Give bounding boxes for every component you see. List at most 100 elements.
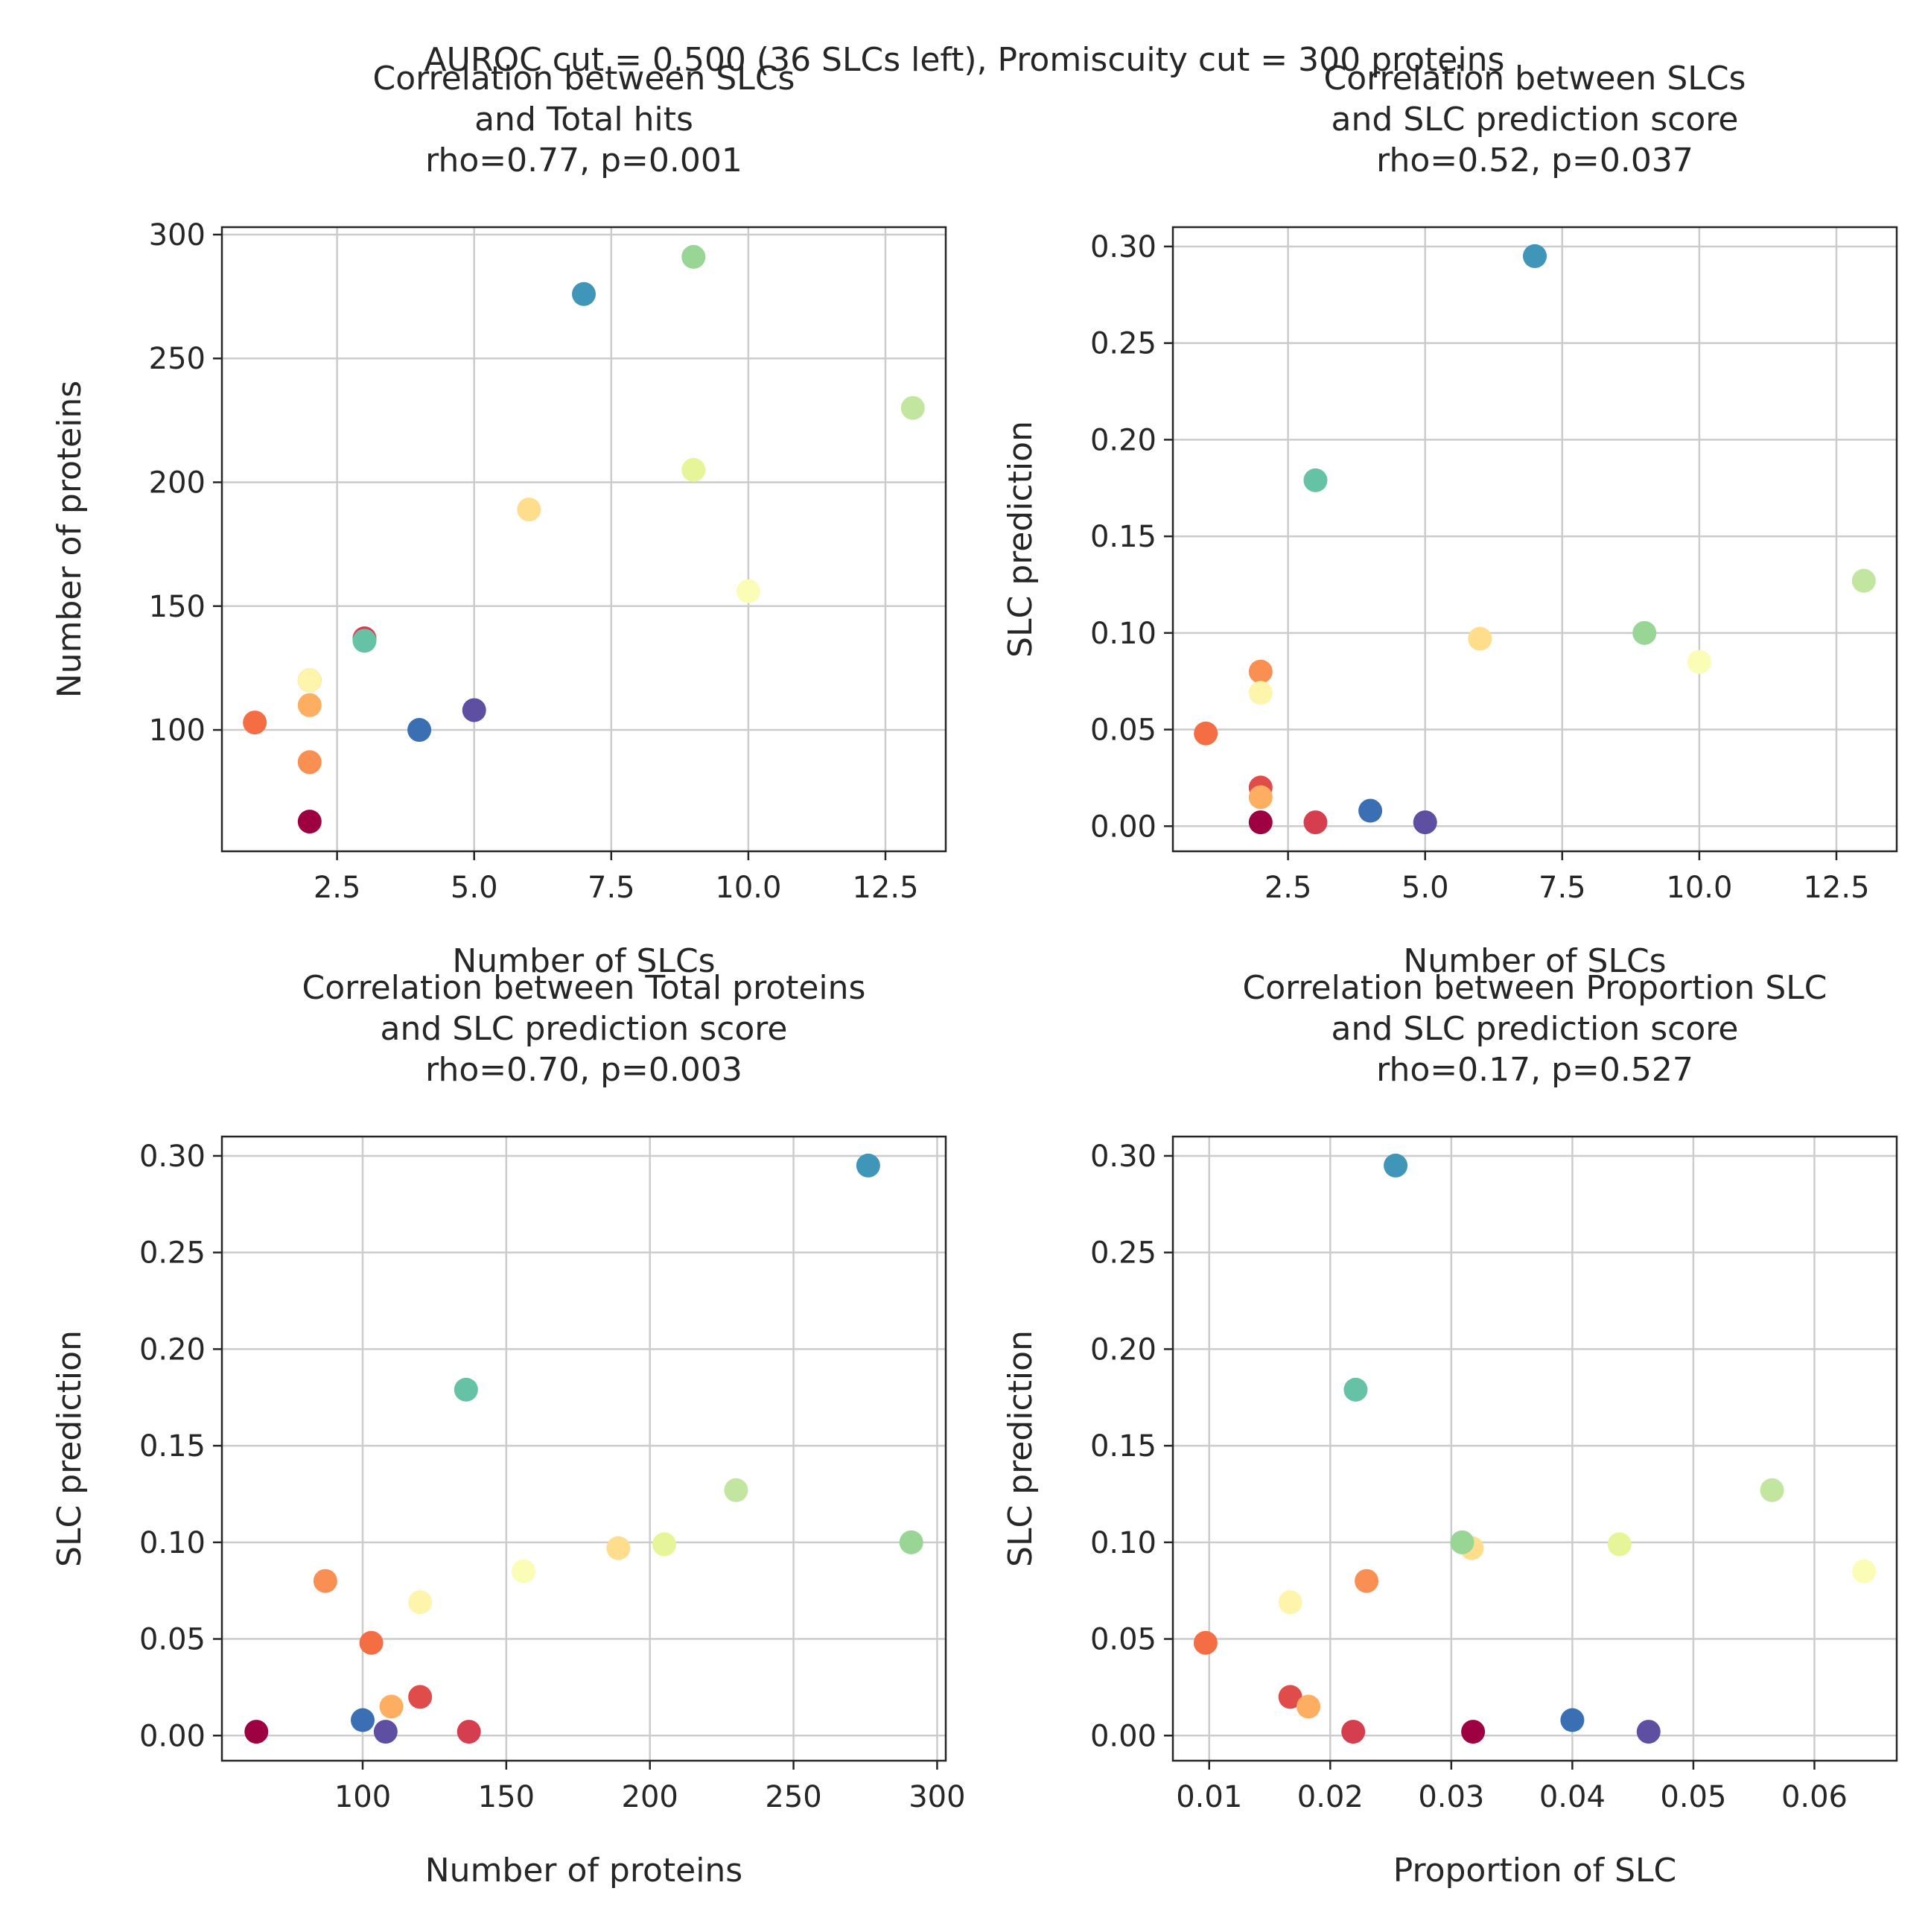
y-tick-label: 0.20 bbox=[1090, 1332, 1157, 1367]
scatter-point bbox=[1468, 626, 1492, 651]
scatter-point bbox=[681, 244, 706, 269]
scatter-point bbox=[1852, 1559, 1877, 1583]
scatter-point bbox=[1341, 1720, 1366, 1744]
y-tick-label: 0.25 bbox=[139, 1236, 206, 1271]
x-tick-label: 200 bbox=[622, 1780, 678, 1814]
scatter-point bbox=[1303, 810, 1328, 835]
x-tick-label: 10.0 bbox=[1666, 871, 1732, 905]
y-tick-label: 0.30 bbox=[139, 1140, 206, 1174]
scatter-point bbox=[297, 668, 322, 693]
chart-title-line: rho=0.17, p=0.527 bbox=[1376, 1051, 1693, 1089]
scatter-point bbox=[379, 1694, 404, 1719]
scatter-point bbox=[1851, 568, 1876, 593]
y-tick-label: 100 bbox=[149, 714, 206, 748]
x-tick-label: 10.0 bbox=[715, 871, 781, 905]
chart-title-line: and SLC prediction score bbox=[1332, 1010, 1739, 1048]
x-tick-label: 0.06 bbox=[1781, 1780, 1848, 1814]
x-tick-label: 7.5 bbox=[588, 871, 635, 905]
scatter-point bbox=[1413, 810, 1437, 835]
scatter-point bbox=[900, 395, 925, 420]
figure-suptitle: AUROC cut = 0.500 (36 SLCs left), Promis… bbox=[424, 41, 1505, 79]
scatter-point bbox=[456, 1720, 481, 1744]
chart-title-line: Correlation between SLCs bbox=[373, 60, 795, 98]
scatter-point bbox=[352, 629, 377, 653]
scatter-point bbox=[512, 1559, 535, 1583]
scatter-point bbox=[297, 810, 322, 834]
x-axis-label: Number of SLCs bbox=[452, 942, 715, 980]
y-tick-label: 0.00 bbox=[1090, 810, 1157, 844]
scatter-point bbox=[1193, 1630, 1218, 1655]
scatter-point bbox=[454, 1377, 478, 1402]
scatter-point bbox=[1760, 1478, 1784, 1502]
x-tick-label: 0.03 bbox=[1418, 1780, 1484, 1814]
x-tick-label: 0.01 bbox=[1176, 1780, 1242, 1814]
scatter-point bbox=[1687, 649, 1711, 674]
chart-title-line: Correlation between Proportion SLC bbox=[1242, 969, 1827, 1007]
y-axis-label: SLC prediction bbox=[1002, 1330, 1040, 1567]
axes-frame bbox=[220, 226, 947, 853]
scatter-point bbox=[408, 1685, 433, 1709]
x-tick-label: 12.5 bbox=[852, 871, 918, 905]
x-tick-label: 0.05 bbox=[1660, 1780, 1726, 1814]
y-axis-label: Number of proteins bbox=[51, 381, 89, 698]
x-tick-label: 12.5 bbox=[1803, 871, 1869, 905]
axes-frame bbox=[1171, 226, 1898, 853]
scatter-point bbox=[1523, 244, 1547, 268]
axes-frame bbox=[1171, 1135, 1898, 1762]
x-tick-label: 2.5 bbox=[314, 871, 361, 905]
scatter-point bbox=[1278, 1685, 1302, 1709]
x-axis-label: Number of proteins bbox=[425, 1852, 742, 1890]
scatter-point bbox=[1303, 468, 1328, 492]
x-axis-label: Number of SLCs bbox=[1403, 942, 1666, 980]
y-tick-label: 150 bbox=[149, 590, 206, 624]
y-tick-label: 0.00 bbox=[1090, 1719, 1157, 1753]
scatter-point bbox=[1355, 1569, 1379, 1593]
y-tick-label: 250 bbox=[149, 342, 206, 376]
y-tick-label: 0.05 bbox=[139, 1623, 206, 1657]
scatter-point bbox=[1343, 1377, 1368, 1402]
scatter-point bbox=[899, 1530, 923, 1554]
scatter-point bbox=[1461, 1720, 1486, 1744]
scatter-point bbox=[736, 579, 760, 603]
chart-title-line: and Total hits bbox=[474, 101, 693, 139]
y-tick-label: 200 bbox=[149, 466, 206, 501]
y-tick-label: 0.00 bbox=[139, 1719, 206, 1753]
scatter-point bbox=[1248, 785, 1273, 810]
scatter-point bbox=[1560, 1708, 1585, 1732]
scatter-point bbox=[297, 693, 322, 717]
scatter-point bbox=[373, 1720, 398, 1744]
scatter-point bbox=[652, 1532, 676, 1557]
scatter-point bbox=[1194, 721, 1218, 746]
y-tick-label: 300 bbox=[149, 218, 206, 252]
y-axis-label: SLC prediction bbox=[51, 1330, 89, 1567]
y-tick-label: 0.25 bbox=[1090, 1236, 1157, 1271]
scatter-point bbox=[351, 1708, 375, 1732]
y-tick-label: 0.15 bbox=[1090, 520, 1157, 554]
x-tick-label: 5.0 bbox=[1402, 871, 1449, 905]
y-tick-label: 0.20 bbox=[139, 1332, 206, 1367]
chart-title-line: rho=0.70, p=0.003 bbox=[425, 1051, 742, 1089]
scatter-point bbox=[606, 1536, 631, 1560]
y-tick-label: 0.30 bbox=[1090, 1140, 1157, 1174]
chart-title-line: and SLC prediction score bbox=[1332, 101, 1739, 139]
scatter-point bbox=[1358, 798, 1383, 823]
y-tick-label: 0.10 bbox=[139, 1526, 206, 1560]
chart-title-line: Correlation between Total proteins bbox=[302, 969, 866, 1007]
scatter-point bbox=[1607, 1532, 1632, 1557]
x-tick-label: 300 bbox=[909, 1780, 965, 1814]
scatter-point bbox=[724, 1478, 748, 1502]
scatter-point bbox=[572, 282, 596, 306]
x-tick-label: 0.02 bbox=[1297, 1780, 1364, 1814]
scatter-point bbox=[1636, 1720, 1661, 1744]
y-tick-label: 0.05 bbox=[1090, 1623, 1157, 1657]
y-tick-label: 0.20 bbox=[1090, 423, 1157, 457]
scatter-point bbox=[359, 1630, 384, 1655]
y-tick-label: 0.15 bbox=[1090, 1429, 1157, 1464]
scatter-point bbox=[856, 1153, 880, 1178]
chart-title-line: rho=0.52, p=0.037 bbox=[1376, 142, 1693, 179]
x-tick-label: 2.5 bbox=[1264, 871, 1312, 905]
